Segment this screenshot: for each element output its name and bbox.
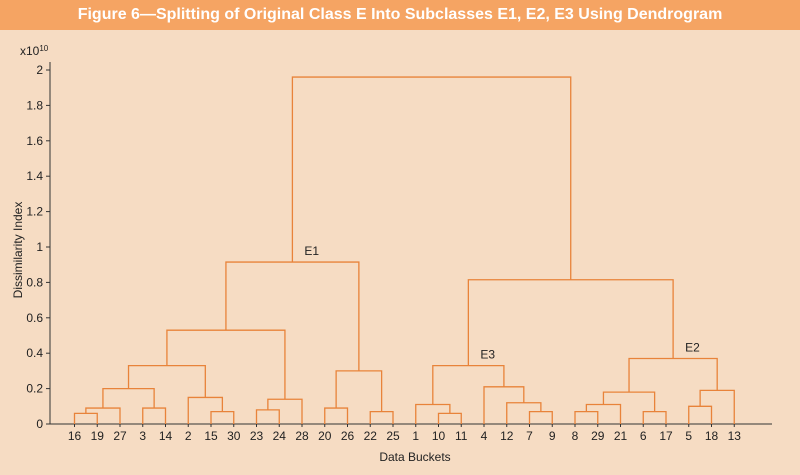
leaf-label: 3 [139, 429, 146, 443]
leaf-label: 9 [549, 429, 556, 443]
dendrogram-link [324, 407, 349, 424]
dendrogram-link [142, 407, 167, 424]
leaf-label: 6 [640, 429, 647, 443]
y-tick-label: 0.2 [26, 382, 43, 396]
dendrogram-link [291, 76, 572, 280]
leaf-label: 25 [386, 429, 400, 443]
leaf-label: 28 [295, 429, 309, 443]
dendrogram-link [415, 403, 451, 424]
leaf-label: 26 [341, 429, 355, 443]
dendrogram-link [585, 403, 622, 424]
dendrogram-link [688, 405, 713, 424]
leaf-label: 29 [591, 429, 605, 443]
x-axis-title: Data Buckets [379, 450, 450, 464]
dendrogram-link [166, 329, 286, 400]
leaf-label: 4 [481, 429, 488, 443]
dendrogram-link [506, 402, 542, 424]
dendrogram-link [528, 410, 553, 424]
leaf-label: 5 [685, 429, 692, 443]
leaf-label: 11 [455, 429, 468, 443]
dendrogram-link [85, 407, 121, 424]
leaf-label: 19 [91, 429, 105, 443]
leaf-label: 2 [185, 429, 192, 443]
leaf-label: 13 [728, 429, 742, 443]
y-tick-label: 1.2 [26, 205, 43, 219]
leaf-label: 15 [204, 429, 218, 443]
leaf-label: 24 [273, 429, 287, 443]
leaf-label: 1 [412, 429, 419, 443]
dendrogram-link [574, 410, 599, 424]
dendrogram-link [467, 279, 674, 366]
cluster-label-e3: E3 [480, 348, 495, 362]
dendrogram-link [642, 410, 667, 424]
dendrogram-link [102, 387, 155, 409]
leaf-label: 10 [432, 429, 446, 443]
y-tick-label: 1.8 [26, 98, 43, 112]
y-axis-multiplier: x1010 [20, 44, 49, 58]
leaf-label: 27 [113, 429, 127, 443]
dendrogram-link [187, 396, 224, 424]
figure-title-bar: Figure 6—Splitting of Original Class E I… [0, 0, 800, 30]
dendrogram-link [483, 386, 525, 424]
y-tick-label: 0.6 [26, 311, 43, 325]
y-tick-label: 1.4 [26, 169, 43, 183]
leaf-label: 14 [159, 429, 173, 443]
y-axis-title: Dissimilarity Index [11, 202, 25, 299]
leaf-label: 30 [227, 429, 241, 443]
leaf-label: 20 [318, 429, 332, 443]
dendrogram-link [335, 370, 383, 412]
dendrogram-link [432, 364, 505, 405]
y-tick-label: 1 [36, 240, 43, 254]
dendrogram-link [127, 364, 206, 398]
leaf-label: 23 [250, 429, 264, 443]
cluster-label-e2: E2 [685, 341, 700, 355]
leaf-label: 7 [526, 429, 533, 443]
dendrogram-link [369, 410, 394, 424]
y-tick-label: 1.6 [26, 134, 43, 148]
leaf-label: 16 [68, 429, 82, 443]
leaf-label: 12 [500, 429, 514, 443]
y-tick-label: 0.8 [26, 275, 43, 289]
cluster-label-e1: E1 [304, 244, 319, 258]
dendrogram-link [73, 412, 98, 424]
dendrogram-link [628, 357, 718, 393]
dendrogram-link [699, 389, 735, 424]
dendrogram-link [437, 412, 462, 424]
dendrogram-link [210, 410, 235, 424]
dendrogram-link [225, 261, 360, 371]
dendrogram-link [267, 398, 303, 424]
figure-title: Figure 6—Splitting of Original Class E I… [77, 6, 723, 23]
y-tick-label: 0 [36, 417, 43, 431]
y-tick-label: 2 [36, 63, 43, 77]
leaf-label: 8 [572, 429, 579, 443]
dendrogram-link [255, 409, 280, 424]
leaf-label: 21 [614, 429, 628, 443]
dendrogram-link [602, 391, 656, 412]
leaf-label: 18 [705, 429, 719, 443]
leaf-label: 17 [659, 429, 673, 443]
y-tick-label: 0.4 [26, 346, 43, 360]
leaf-label: 22 [364, 429, 378, 443]
